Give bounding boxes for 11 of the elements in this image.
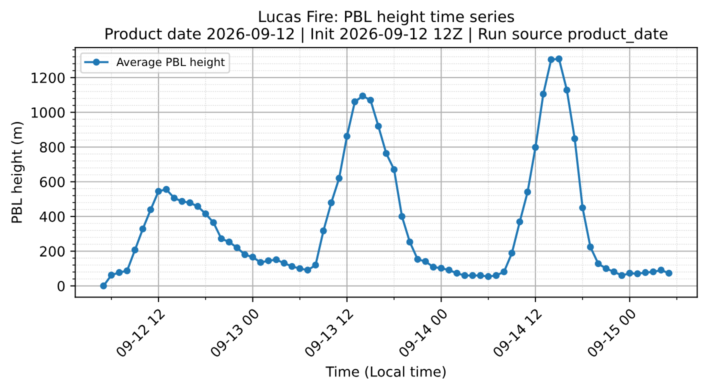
y-axis-title: PBL height (m): [11, 122, 25, 223]
y-tick-label: 200: [40, 246, 65, 257]
y-tick-label: 800: [40, 142, 65, 153]
y-tick-label: 0: [58, 280, 65, 292]
x-axis-title: Time (Local time): [326, 366, 446, 379]
y-tick-label: 600: [40, 176, 65, 188]
y-tick-label: 400: [40, 211, 65, 222]
y-tick-label: 1000: [32, 107, 65, 118]
legend-label: Average PBL height: [116, 58, 225, 68]
chart-title: Lucas Fire: PBL height time series Product date 2026-09-12 | Init 2026-09-12 12Z | Run source product_date: [106, 10, 668, 43]
y-tick-label: 1200: [32, 72, 65, 84]
